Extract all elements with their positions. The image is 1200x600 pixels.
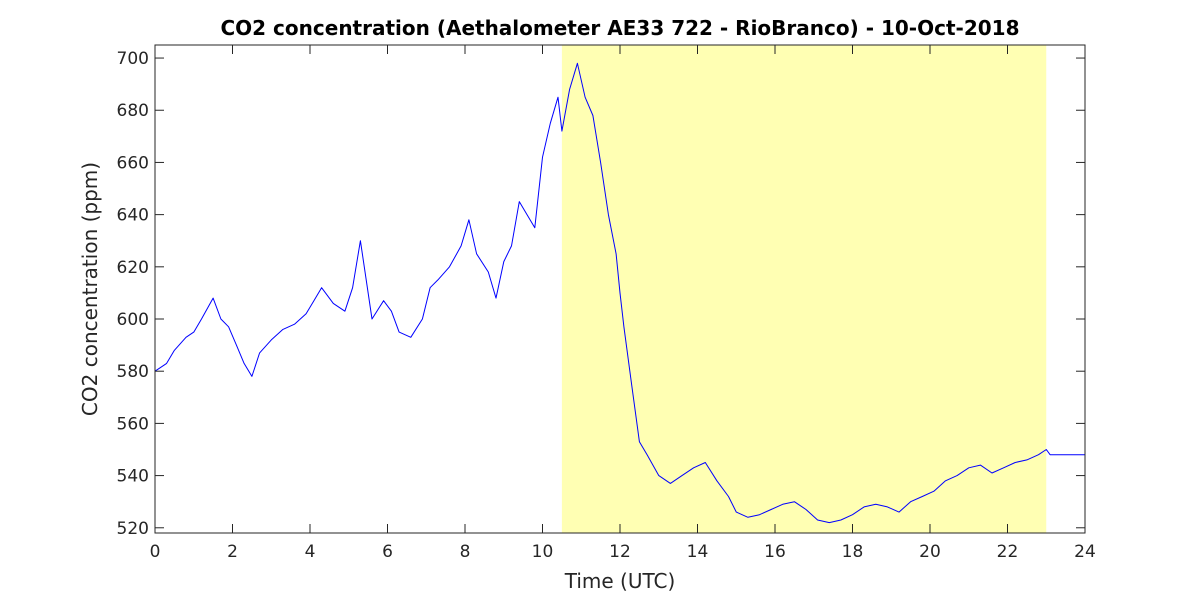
chart-title: CO2 concentration (Aethalometer AE33 722… xyxy=(221,16,1020,40)
y-tick-label: 680 xyxy=(117,101,149,121)
x-tick-label: 24 xyxy=(1074,542,1096,562)
x-tick-label: 12 xyxy=(609,542,631,562)
y-axis-label: CO2 concentration (ppm) xyxy=(78,162,102,416)
x-tick-label: 2 xyxy=(227,542,238,562)
y-tick-label: 700 xyxy=(117,49,149,69)
y-tick-label: 620 xyxy=(117,258,149,278)
data-layer xyxy=(154,62,1085,524)
x-tick-label: 0 xyxy=(150,542,161,562)
highlight-layer xyxy=(561,45,1047,533)
x-axis-label: Time (UTC) xyxy=(564,569,676,593)
series-line-0 xyxy=(154,62,1085,524)
y-tick-label: 520 xyxy=(117,519,149,539)
ticks-layer: 0 2 4 6 8 10 12 14 16 18 20 22 245205405605806006206… xyxy=(117,45,1096,562)
y-tick-label: 640 xyxy=(117,206,149,226)
x-tick-label: 20 xyxy=(919,542,941,562)
y-tick-label: 560 xyxy=(117,414,149,434)
y-tick-label: 540 xyxy=(117,467,149,487)
x-tick-label: 14 xyxy=(687,542,709,562)
x-tick-label: 22 xyxy=(997,542,1019,562)
x-tick-label: 18 xyxy=(842,542,864,562)
x-tick-label: 4 xyxy=(305,542,316,562)
y-tick-label: 660 xyxy=(117,153,149,173)
x-tick-label: 8 xyxy=(460,542,471,562)
y-tick-label: 600 xyxy=(117,310,149,330)
x-tick-label: 10 xyxy=(532,542,554,562)
y-tick-label: 580 xyxy=(117,362,149,382)
highlight-band xyxy=(561,45,1047,533)
x-tick-label: 16 xyxy=(764,542,786,562)
x-tick-label: 6 xyxy=(382,542,393,562)
